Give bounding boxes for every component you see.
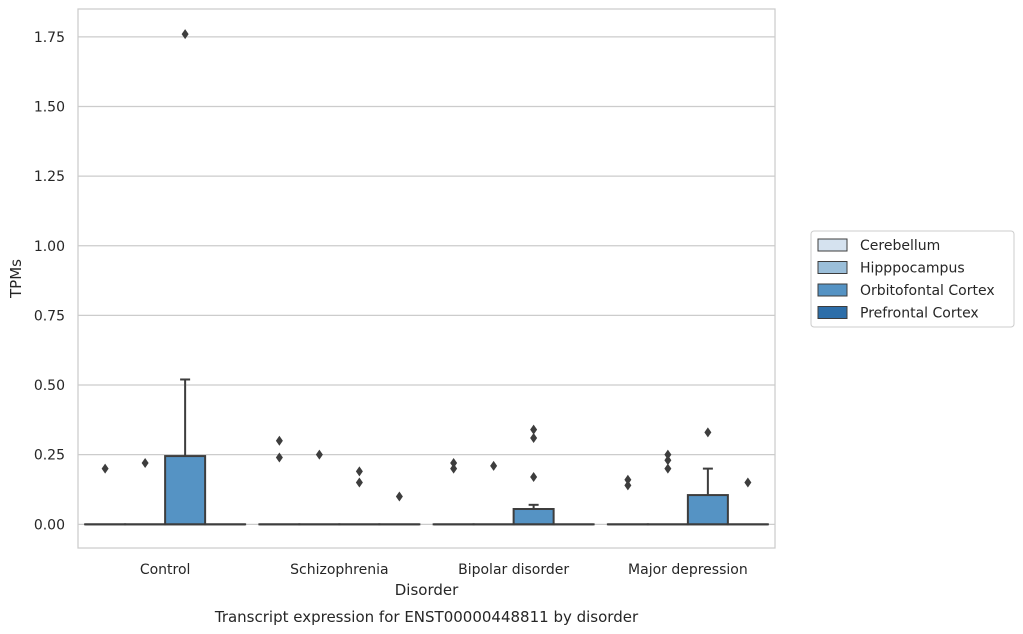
outlier-point: [664, 463, 672, 474]
box-1-2: [472, 460, 515, 526]
legend-swatch: [817, 306, 848, 319]
y-tick-label: 0.00: [34, 517, 65, 533]
legend-label: Hipppocampus: [860, 261, 965, 277]
box-1-1: [298, 449, 341, 526]
box-2-3: [686, 427, 729, 526]
y-tick-label: 1.50: [34, 99, 65, 115]
outlier-point: [704, 427, 712, 438]
legend-label: Prefrontal Cortex: [860, 306, 979, 322]
chart-title: Transcript expression for ENST0000044881…: [214, 608, 639, 626]
y-tick-label: 1.25: [34, 169, 65, 185]
legend-frame: [810, 230, 1015, 328]
outlier-point: [744, 477, 752, 488]
legend-swatch: [817, 261, 848, 274]
box-1-3: [646, 449, 689, 526]
box-0-0: [84, 463, 127, 526]
box-2-0: [164, 29, 207, 526]
outlier-point: [624, 480, 632, 491]
x-tick-label: Major depression: [628, 562, 748, 578]
x-tick-label: Schizophrenia: [290, 562, 388, 578]
legend-label: Orbitofontal Cortex: [860, 283, 995, 299]
outlier-point: [530, 471, 538, 482]
box-0-3: [606, 474, 649, 526]
outlier-point: [101, 463, 109, 474]
y-tick-label: 0.25: [34, 448, 65, 464]
outlier-point: [141, 458, 149, 469]
y-tick-label: 0.75: [34, 308, 65, 324]
y-axis-title: TPMs: [7, 259, 25, 299]
outlier-point: [530, 432, 538, 443]
plot-area-frame: [77, 8, 776, 549]
y-tick-labels: 0.00 0.25 0.50 0.75 1.00 1.25 1.50 1.75: [34, 30, 65, 533]
box-0-1: [258, 435, 301, 526]
legend-swatch: [817, 238, 848, 252]
y-tick-label: 0.50: [34, 378, 65, 394]
outlier-point: [450, 458, 458, 469]
y-tick-label: 1.75: [34, 30, 65, 46]
grid-lines: [78, 36, 775, 525]
legend-swatch: [817, 283, 848, 297]
outlier-point: [450, 463, 458, 474]
y-tick-label: 1.00: [34, 239, 65, 255]
box-2-1: [338, 466, 381, 526]
outlier-point: [275, 452, 283, 463]
outlier-point: [624, 474, 632, 485]
x-axis-title: Disorder: [395, 581, 459, 599]
outlier-point: [315, 449, 323, 460]
box-body: [512, 508, 555, 526]
outlier-point: [490, 460, 498, 471]
box-plot-layer: [84, 29, 769, 526]
box-body: [164, 455, 207, 526]
x-tick-label: Bipolar disorder: [458, 562, 569, 578]
outlier-point: [355, 477, 363, 488]
box-0-2: [432, 458, 475, 526]
outlier-point: [355, 466, 363, 477]
box-3-3: [726, 477, 769, 526]
x-tick-label: Control: [140, 562, 191, 578]
box-body: [686, 494, 729, 526]
outlier-point: [530, 424, 538, 435]
legend[interactable]: Cerebellum Hipppocampus Orbitofontal Corte…: [810, 230, 1015, 328]
outlier-point: [275, 435, 283, 446]
outlier-point: [395, 491, 403, 502]
x-tick-labels: Control Schizophrenia Bipolar disorder Majo…: [140, 562, 748, 578]
box-2-2: [512, 424, 555, 526]
box-3-1: [378, 491, 421, 526]
outlier-point: [181, 29, 189, 40]
box-1-0: [124, 458, 167, 526]
legend-label: Cerebellum: [860, 238, 940, 254]
outlier-point: [664, 455, 672, 466]
outlier-point: [664, 449, 672, 460]
